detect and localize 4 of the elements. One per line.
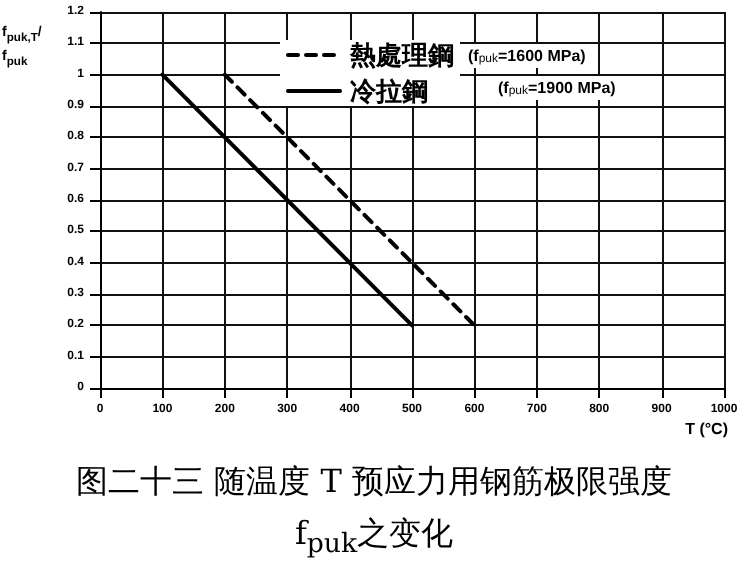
legend-label: 熱處理鋼	[348, 40, 454, 70]
x-axis-title: T (°C)	[685, 420, 728, 438]
text: 图二十三 随温度 T 预应力用钢筋极限强度 f$_{puk}$之变化	[74, 460, 674, 565]
legend-label: 冷拉鋼	[350, 76, 428, 106]
